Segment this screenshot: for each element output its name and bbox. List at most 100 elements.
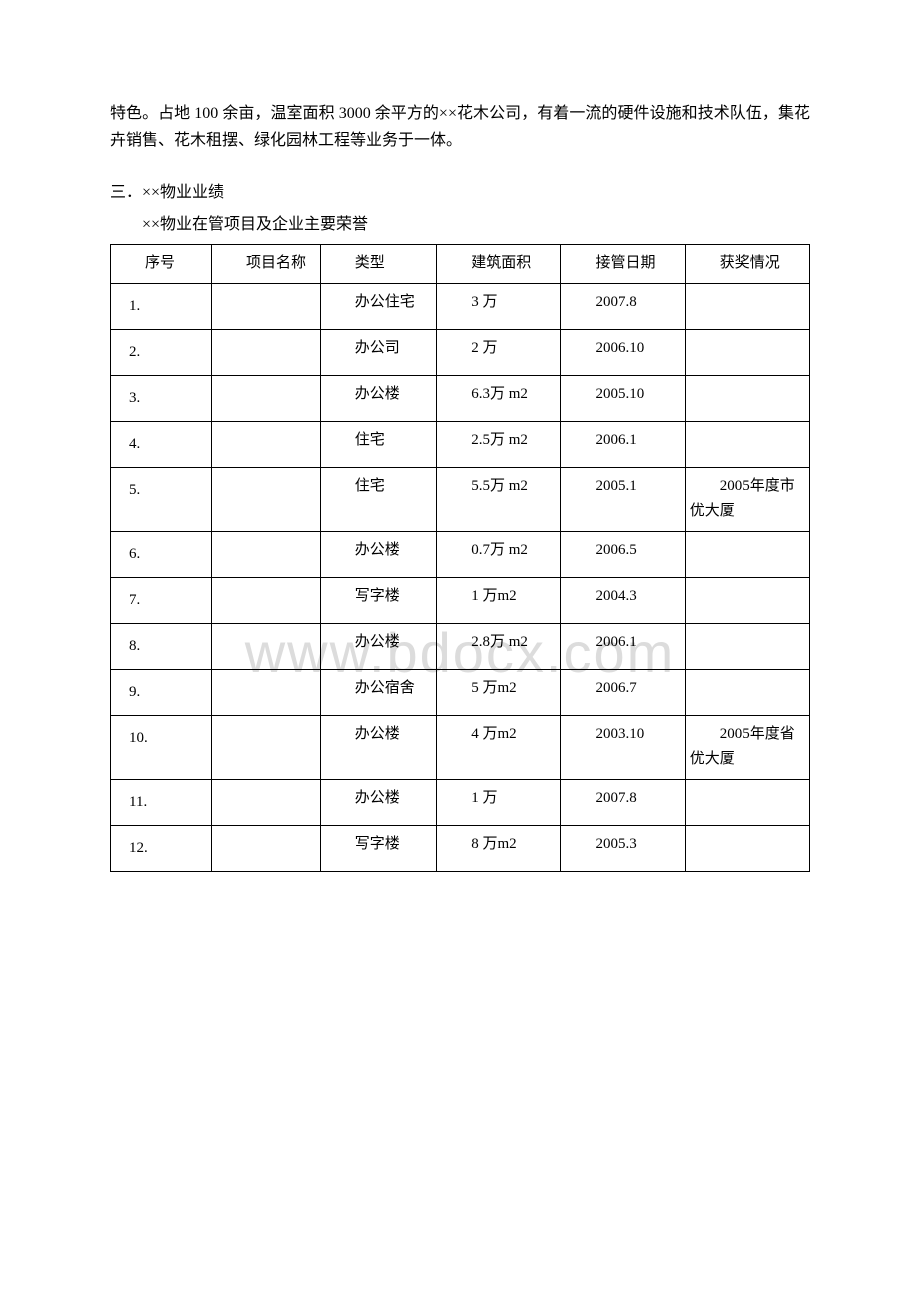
table-cell: 写字楼 [320,577,437,623]
table-header-cell: 项目名称 [211,245,320,284]
table-cell: 5. [111,467,212,531]
table-header-label: 获奖情况 [690,251,805,277]
table-cell: 办公楼 [320,779,437,825]
table-cell-value: 3 万 [441,290,556,316]
table-cell [685,421,809,467]
table-cell-value: 8 万m2 [441,832,556,858]
table-cell-value: 办公住宅 [325,290,433,316]
table-cell: 2 万 [437,329,561,375]
table-cell: 7. [111,577,212,623]
table-cell: 办公楼 [320,375,437,421]
table-cell-value: 2004.3 [565,584,680,610]
table-cell-value: 0.7万 m2 [441,538,556,564]
table-cell: 2. [111,329,212,375]
table-cell: 11. [111,779,212,825]
table-cell-value: 2005年度市优大厦 [690,474,805,525]
table-cell: 2003.10 [561,715,685,779]
table-row: 10. 办公楼 4 万m2 2003.10 2005年度省优大厦 [111,715,810,779]
table-cell-value: 办公楼 [325,382,433,408]
table-header-cell: 接管日期 [561,245,685,284]
table-cell: 1 万m2 [437,577,561,623]
table-header-label: 序号 [115,251,207,277]
table-cell: 2006.10 [561,329,685,375]
table-row: 8. 办公楼 2.8万 m2 2006.1 [111,623,810,669]
table-cell-value: 1 万 [441,786,556,812]
table-cell: 4. [111,421,212,467]
table-cell: 3. [111,375,212,421]
table-cell: 住宅 [320,421,437,467]
table-header-cell: 类型 [320,245,437,284]
table-cell [211,825,320,871]
section-title: 三．××物业业绩 [110,178,810,202]
table-cell: 12. [111,825,212,871]
table-cell-value: 写字楼 [325,584,433,610]
table-cell-value: 2005.1 [565,474,680,500]
table-cell-value: 2006.1 [565,630,680,656]
table-cell [211,577,320,623]
table-row: 3. 办公楼 6.3万 m22005.10 [111,375,810,421]
table-cell [211,531,320,577]
table-row: 2. 办公司 2 万 2006.10 [111,329,810,375]
table-cell: 9. [111,669,212,715]
table-cell [211,669,320,715]
table-cell: 8. [111,623,212,669]
table-cell-value: 2.8万 m2 [441,630,556,656]
table-cell-value: 2003.10 [565,722,680,748]
table-cell [685,375,809,421]
table-cell: 5 万m2 [437,669,561,715]
table-cell [685,623,809,669]
table-cell [685,825,809,871]
table-cell [685,779,809,825]
table-cell-value: 办公楼 [325,630,433,656]
table-cell: 2006.1 [561,421,685,467]
table-cell: 6.3万 m2 [437,375,561,421]
intro-paragraph: 特色。占地 100 余亩，温室面积 3000 余平方的××花木公司，有着一流的硬… [110,100,810,154]
table-cell-value: 2006.1 [565,428,680,454]
table-cell-value: 2 万 [441,336,556,362]
table-cell: 2004.3 [561,577,685,623]
subtitle: ××物业在管项目及企业主要荣誉 [110,210,810,234]
table-row: 11.办公楼1 万2007.8 [111,779,810,825]
table-cell-value: 5.5万 m2 [441,474,556,500]
table-cell: 2006.5 [561,531,685,577]
table-row: 5. 住宅 5.5万 m2 2005.1 2005年度市优大厦 [111,467,810,531]
table-header-label: 类型 [325,251,433,277]
table-cell: 2005.10 [561,375,685,421]
table-cell-value: 办公楼 [325,722,433,748]
table-header-cell: 序号 [111,245,212,284]
table-cell [211,329,320,375]
table-cell-value: 2005年度省优大厦 [690,722,805,773]
table-cell: 办公楼 [320,715,437,779]
table-cell-value: 6.3万 m2 [441,382,556,408]
table-cell: 2006.1 [561,623,685,669]
table-cell: 8 万m2 [437,825,561,871]
table-cell: 4 万m2 [437,715,561,779]
table-header-row: 序号项目名称类型建筑面积接管日期获奖情况 [111,245,810,284]
table-cell-value: 2005.3 [565,832,680,858]
table-header-label: 接管日期 [565,251,680,277]
table-cell-value: 办公司 [325,336,433,362]
table-cell: 6. [111,531,212,577]
table-row: 9. 办公宿舍5 万m22006.7 [111,669,810,715]
table-cell [211,467,320,531]
table-cell-value: 2006.10 [565,336,680,362]
table-row: 7. 写字楼1 万m22004.3 [111,577,810,623]
table-cell: 5.5万 m2 [437,467,561,531]
table-cell-value: 2.5万 m2 [441,428,556,454]
table-cell-value: 住宅 [325,428,433,454]
table-cell-value: 2006.5 [565,538,680,564]
table-cell [211,283,320,329]
table-cell-value: 住宅 [325,474,433,500]
table-cell-value: 4 万m2 [441,722,556,748]
projects-table: 序号项目名称类型建筑面积接管日期获奖情况 1.办公住宅3 万2007.82.办公… [110,244,810,872]
table-cell: 2005年度市优大厦 [685,467,809,531]
table-cell-value: 办公宿舍 [325,676,433,702]
table-cell [211,375,320,421]
table-header-cell: 获奖情况 [685,245,809,284]
table-body: 1.办公住宅3 万2007.82.办公司2 万2006.103.办公楼6.3万 … [111,283,810,871]
table-cell [211,715,320,779]
table-cell: 2.5万 m2 [437,421,561,467]
table-cell-value: 2006.7 [565,676,680,702]
table-cell [211,623,320,669]
table-cell: 10. [111,715,212,779]
